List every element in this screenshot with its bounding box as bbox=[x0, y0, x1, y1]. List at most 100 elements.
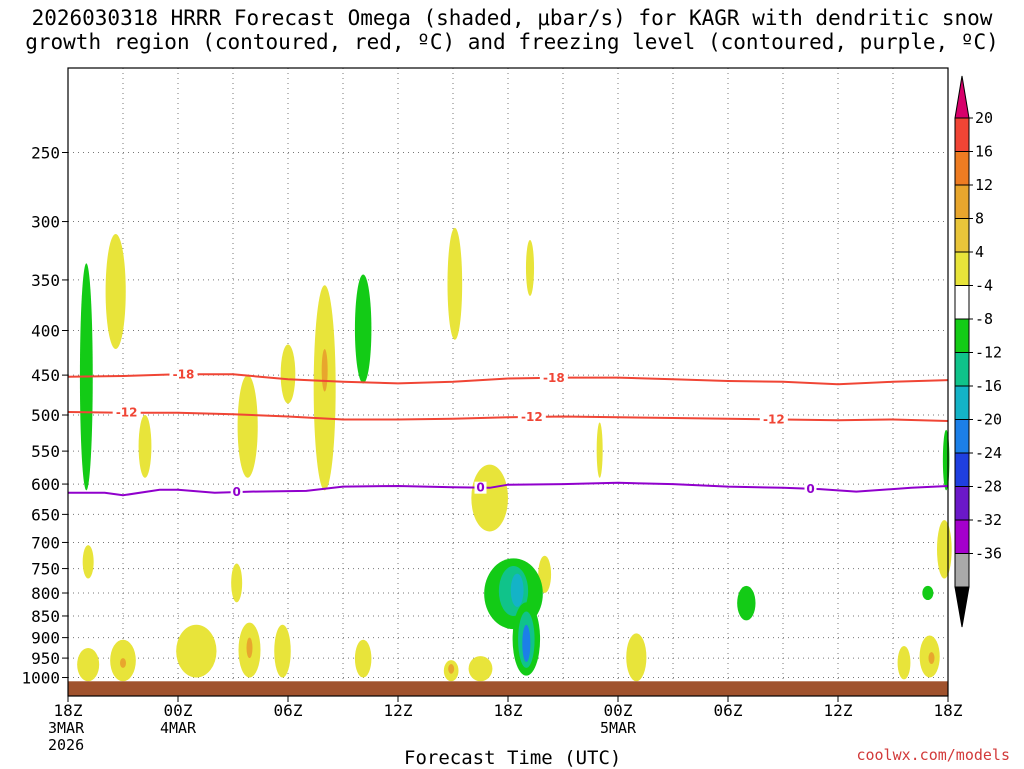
colorbar-label-2: 12 bbox=[975, 176, 993, 194]
colorbar-segment-3 bbox=[954, 218, 970, 253]
colorbar-label-12: -32 bbox=[975, 511, 1002, 529]
colorbar-segment-11 bbox=[954, 486, 970, 521]
freezing-level-line bbox=[68, 481, 949, 497]
omega-shading bbox=[77, 227, 952, 682]
colorbar-label-13: -36 bbox=[975, 545, 1002, 563]
contour-lines: -18 -18 -12 -12 -12 0 0 0 bbox=[67, 367, 949, 499]
ytick-label-400: 400 bbox=[31, 322, 60, 341]
xtick-label-4-0: 18Z bbox=[494, 701, 523, 720]
colorbar-segment-6 bbox=[954, 318, 970, 353]
omega-cell-18 bbox=[447, 227, 463, 340]
credit-text: coolwx.com/models bbox=[856, 746, 1010, 764]
colorbar-segment-0 bbox=[954, 117, 970, 152]
colorbar-label-4: 4 bbox=[975, 243, 984, 261]
ytick-label-800: 800 bbox=[31, 584, 60, 603]
xtick-label-5-0: 00Z bbox=[604, 701, 633, 720]
dgz-minus12-label-2: -12 bbox=[763, 412, 785, 426]
dgz-minus12-label-bg-1 bbox=[517, 410, 546, 423]
y-axis-ticks: 250 300 350 400 450 500 550 600 650 700 750 800 850 9… bbox=[21, 144, 68, 688]
chart-title: 2026030318 HRRR Forecast Omega (shaded, … bbox=[0, 6, 1024, 54]
ytick-label-300: 300 bbox=[31, 213, 60, 232]
x-axis-label: Forecast Time (UTC) bbox=[404, 747, 622, 769]
omega-cell-3 bbox=[82, 545, 94, 579]
xtick-label-8-0: 18Z bbox=[934, 701, 963, 720]
ytick-label-900: 900 bbox=[31, 629, 60, 648]
omega-cell-34 bbox=[897, 645, 911, 680]
ytick-label-600: 600 bbox=[31, 475, 60, 494]
colorbar-segment-9 bbox=[954, 419, 970, 454]
xtick-label-0-2: 2026 bbox=[48, 736, 84, 754]
ytick-label-450: 450 bbox=[31, 366, 60, 385]
colorbar-segment-2 bbox=[954, 184, 970, 219]
omega-cell-17 bbox=[354, 639, 372, 678]
colorbar-segment-5 bbox=[954, 285, 970, 320]
dgz-minus12-label-1: -12 bbox=[521, 410, 543, 424]
dgz-minus12-label-0: -12 bbox=[116, 406, 138, 420]
xtick-label-1-1: 4MAR bbox=[160, 719, 197, 737]
xtick-label-3-0: 12Z bbox=[384, 701, 413, 720]
omega-cell-7 bbox=[176, 624, 217, 678]
freezing-level-label-bg-1 bbox=[474, 481, 487, 494]
colorbar-segment-12 bbox=[954, 519, 970, 554]
omega-cell-4 bbox=[77, 647, 100, 682]
omega-cell-20 bbox=[448, 664, 455, 674]
dgz-minus12-label-bg-2 bbox=[759, 413, 788, 426]
freezing-level-label-bg-2 bbox=[804, 482, 817, 495]
dgz-minus18-label-1: -18 bbox=[543, 371, 565, 385]
ytick-label-350: 350 bbox=[31, 271, 60, 290]
xtick-label-6-0: 06Z bbox=[714, 701, 743, 720]
ground-layer bbox=[68, 681, 948, 696]
freezing-level-label-2: 0 bbox=[806, 482, 814, 496]
omega-cell-30 bbox=[522, 624, 531, 663]
freezing-level-label-0: 0 bbox=[232, 485, 240, 499]
omega-cell-22 bbox=[468, 656, 493, 682]
dgz-minus18-label-bg-1 bbox=[539, 371, 568, 384]
xtick-label-1-0: 00Z bbox=[164, 701, 193, 720]
omega-cell-27 bbox=[510, 573, 524, 607]
dgz-minus18-line bbox=[67, 373, 949, 386]
omega-cell-37 bbox=[922, 585, 934, 601]
omega-cell-38 bbox=[937, 520, 952, 579]
xtick-label-5-1: 5MAR bbox=[600, 719, 637, 737]
colorbar-label-7: -12 bbox=[975, 344, 1002, 362]
omega-cell-8 bbox=[237, 375, 258, 478]
ytick-label-650: 650 bbox=[31, 505, 60, 524]
omega-cell-23 bbox=[525, 240, 535, 296]
colorbar-label-8: -16 bbox=[975, 377, 1002, 395]
freezing-level-label-1: 0 bbox=[476, 481, 484, 495]
omega-cell-33 bbox=[737, 585, 756, 621]
colorbar-label-5: -4 bbox=[975, 277, 993, 295]
colorbar-segment-10 bbox=[954, 452, 970, 487]
omega-cell-21 bbox=[471, 464, 508, 532]
ytick-label-850: 850 bbox=[31, 607, 60, 626]
ytick-label-250: 250 bbox=[31, 144, 60, 163]
colorbar-segment-13 bbox=[954, 553, 970, 588]
xtick-label-0-1: 3MAR bbox=[48, 719, 85, 737]
omega-cell-1 bbox=[105, 233, 126, 349]
colorbar-bottom-arrow bbox=[954, 586, 970, 628]
title-line-1: 2026030318 HRRR Forecast Omega (shaded, … bbox=[31, 6, 993, 30]
xtick-label-7-0: 12Z bbox=[824, 701, 853, 720]
ytick-label-950: 950 bbox=[31, 649, 60, 668]
xtick-label-2-0: 06Z bbox=[274, 701, 303, 720]
omega-cell-15 bbox=[321, 348, 328, 392]
colorbar-segment-7 bbox=[954, 352, 970, 387]
colorbar-label-3: 8 bbox=[975, 210, 984, 228]
xtick-label-0-0: 18Z bbox=[54, 701, 83, 720]
title-line-2: growth region (contoured, red, ºC) and f… bbox=[25, 30, 999, 54]
omega-cell-16 bbox=[354, 274, 372, 384]
colorbar-label-0: 20 bbox=[975, 109, 993, 127]
colorbar-label-9: -20 bbox=[975, 411, 1002, 429]
ytick-label-750: 750 bbox=[31, 560, 60, 579]
ytick-label-1000: 1000 bbox=[21, 669, 60, 688]
freezing-level-label-bg-0 bbox=[230, 486, 243, 499]
colorbar-segment-4 bbox=[954, 251, 970, 286]
dgz-minus12-label-bg-0 bbox=[112, 406, 141, 419]
ytick-label-550: 550 bbox=[31, 442, 60, 461]
ytick-label-500: 500 bbox=[31, 406, 60, 425]
omega-cell-13 bbox=[280, 344, 296, 404]
omega-cell-9 bbox=[231, 563, 243, 603]
colorbar-label-10: -24 bbox=[975, 444, 1002, 462]
